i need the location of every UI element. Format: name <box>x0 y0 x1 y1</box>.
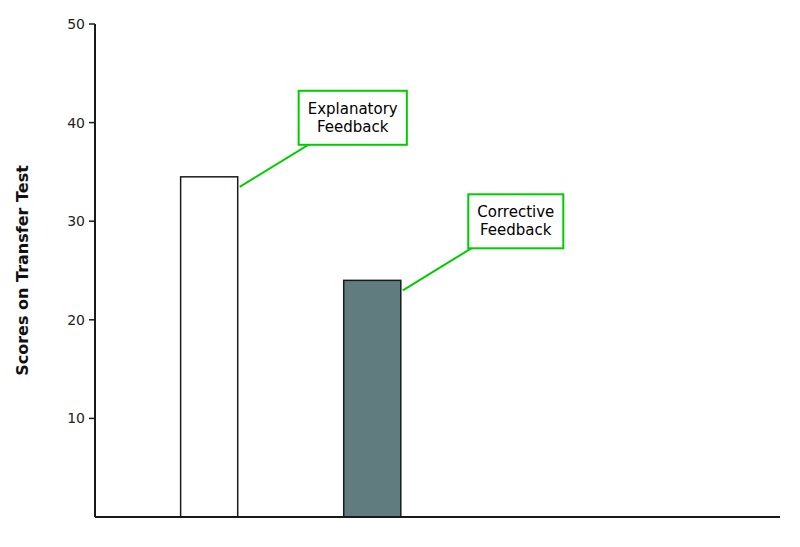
y-tick-label: 10 <box>67 410 85 426</box>
y-tick-label: 40 <box>67 115 85 131</box>
y-axis <box>94 24 96 517</box>
annotation-line: Corrective <box>477 203 554 221</box>
annotation-text: ExplanatoryFeedback <box>308 100 398 136</box>
annotation: CorrectiveFeedback <box>403 194 563 290</box>
bars <box>181 177 401 517</box>
y-ticks: 10 20 30 40 50 <box>67 16 95 426</box>
y-tick-label: 20 <box>67 312 85 328</box>
bar <box>181 177 238 517</box>
y-tick-label: 50 <box>67 16 85 32</box>
annotation-line: Feedback <box>317 118 389 136</box>
annotation-line: Explanatory <box>308 100 398 118</box>
y-tick-label: 30 <box>67 213 85 229</box>
annotation-text: CorrectiveFeedback <box>477 203 554 239</box>
x-axis <box>95 516 780 518</box>
bar <box>344 280 401 517</box>
annotation-line: Feedback <box>480 221 552 239</box>
annotation-box <box>299 91 407 145</box>
annotation: ExplanatoryFeedback <box>240 91 407 187</box>
annotation-box <box>468 194 563 248</box>
y-axis-label: Scores on Transfer Test <box>13 165 32 376</box>
chart: 10 20 30 40 50 Scores on Transfer Test Explana… <box>0 0 800 547</box>
